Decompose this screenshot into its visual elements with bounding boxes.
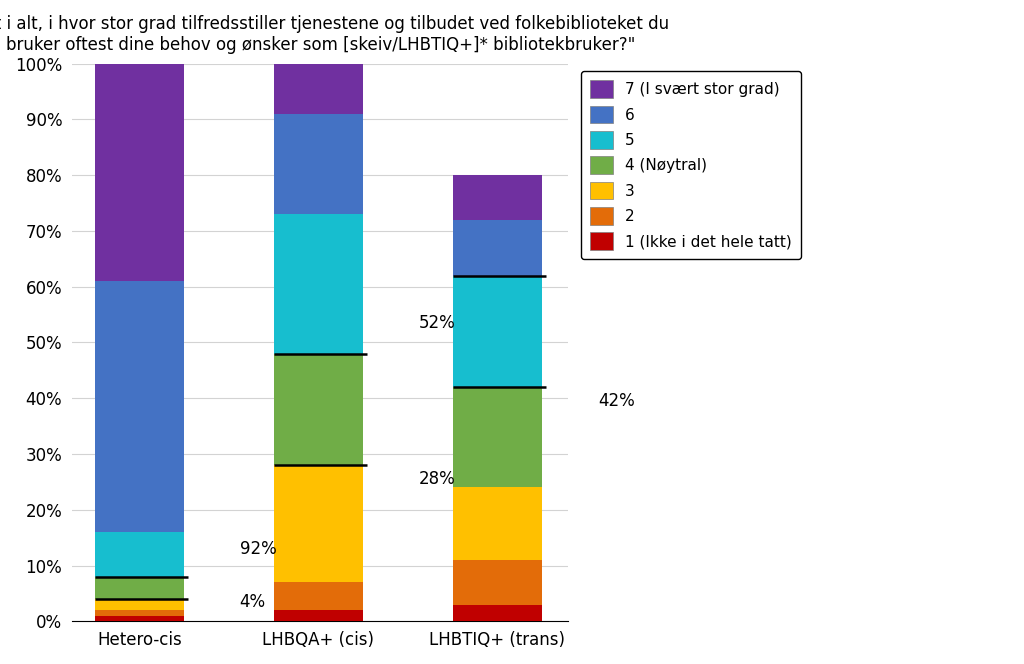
Bar — [453, 604, 543, 622]
Legend: 7 (I svært stor grad), 6, 5, 4 (Nøytral), 3, 2, 1 (Ikke i det hele tatt): 7 (I svært stor grad), 6, 5, 4 (Nøytral)… — [581, 71, 801, 259]
Bar — [453, 175, 543, 220]
Bar — [94, 610, 184, 616]
Bar — [94, 599, 184, 610]
Bar — [273, 610, 364, 622]
Bar — [273, 114, 364, 214]
Bar — [453, 387, 543, 487]
Bar — [453, 560, 543, 604]
Title: "Alt i alt, i hvor stor grad tilfredsstiller tjenestene og tilbudet ved folkebib: "Alt i alt, i hvor stor grad tilfredssti… — [0, 15, 670, 54]
Bar — [453, 487, 543, 560]
Text: 38%: 38% — [598, 244, 635, 262]
Text: 92%: 92% — [240, 540, 276, 558]
Bar — [273, 214, 364, 354]
Bar — [94, 576, 184, 599]
Bar — [94, 616, 184, 622]
Bar — [273, 582, 364, 610]
Text: 42%: 42% — [598, 392, 635, 410]
Bar — [273, 354, 364, 465]
Bar — [273, 465, 364, 582]
Text: 4%: 4% — [240, 593, 265, 611]
Bar — [94, 64, 184, 281]
Text: 28%: 28% — [419, 470, 456, 488]
Bar — [273, 64, 364, 114]
Bar — [94, 281, 184, 532]
Text: 52%: 52% — [419, 314, 456, 332]
Bar — [453, 276, 543, 387]
Bar — [453, 220, 543, 276]
Bar — [94, 532, 184, 576]
